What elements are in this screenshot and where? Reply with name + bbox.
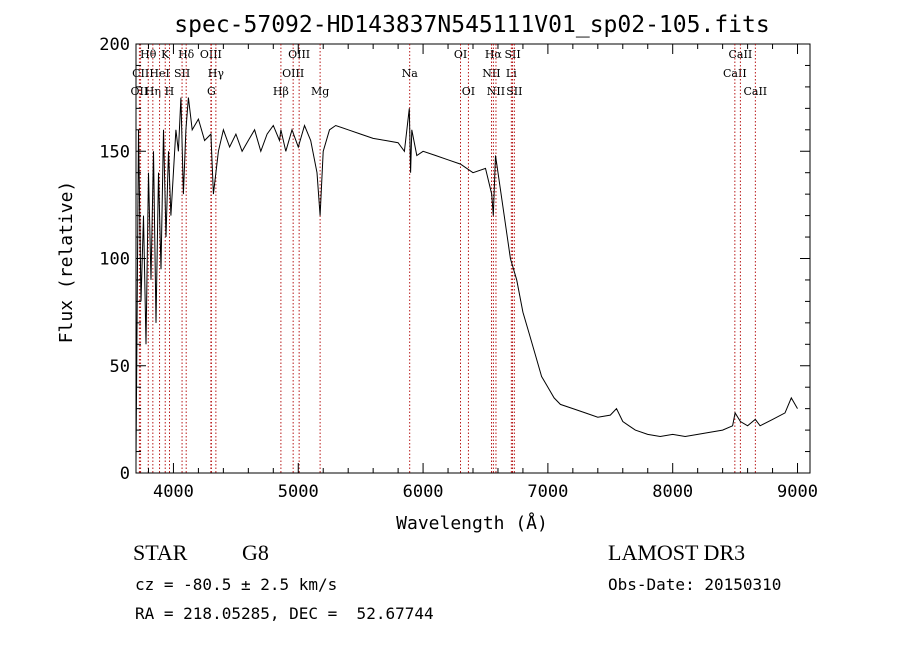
line-marker-label: Li bbox=[506, 67, 517, 80]
object-subclass: G8 bbox=[242, 540, 269, 565]
line-marker-label: Hα bbox=[485, 48, 503, 61]
line-marker-label: NII bbox=[487, 85, 505, 98]
y-tick-label: 50 bbox=[110, 357, 130, 377]
line-marker-label: G bbox=[207, 85, 216, 98]
line-marker-label: H bbox=[165, 85, 175, 98]
line-marker-label: CII bbox=[132, 67, 149, 80]
line-marker-label: SII bbox=[504, 48, 520, 61]
line-marker-label: Hη bbox=[145, 85, 161, 98]
x-tick-label: 7000 bbox=[527, 482, 568, 502]
line-marker-label: Hδ bbox=[178, 48, 195, 61]
y-tick-label: 0 bbox=[120, 464, 130, 484]
plot-frame bbox=[135, 43, 811, 474]
y-tick-label: 150 bbox=[99, 142, 130, 162]
line-marker-label: OII bbox=[131, 85, 149, 98]
x-axis-label: Wavelength (Å) bbox=[396, 512, 548, 534]
line-marker-label: SII bbox=[174, 67, 190, 80]
x-tick-label: 9000 bbox=[777, 482, 818, 502]
line-marker-label: OI bbox=[462, 85, 475, 98]
line-marker-label: Hβ bbox=[273, 85, 289, 98]
line-markers: OII CII Hθ Hη HeI K H SII Hδ OIII G Hγ Hβ OIII OIII Mg N… bbox=[131, 44, 767, 473]
line-marker-label: OIII bbox=[288, 48, 310, 61]
observation-date: Obs-Date: 20150310 bbox=[608, 575, 782, 594]
line-marker-label: HeI bbox=[149, 67, 169, 80]
y-axis-label: Flux (relative) bbox=[56, 181, 77, 344]
x-tick-label: 4000 bbox=[153, 482, 194, 502]
coordinates: RA = 218.05285, DEC = 52.67744 bbox=[135, 604, 434, 623]
line-marker-label: Hθ bbox=[140, 48, 157, 61]
x-tick-label: 6000 bbox=[403, 482, 444, 502]
line-marker-label: SII bbox=[506, 85, 522, 98]
line-marker-label: CaII bbox=[743, 85, 767, 98]
spectrum-line bbox=[135, 97, 798, 463]
line-marker-label: OIII bbox=[200, 48, 222, 61]
line-marker-label: OI bbox=[454, 48, 467, 61]
axis-ticks: 4000 5000 6000 7000 8000 9000 0 50 100 150 200 bbox=[99, 35, 818, 502]
chart-title: spec-57092-HD143837N545111V01_sp02-105.f… bbox=[174, 12, 769, 38]
object-class: STAR bbox=[133, 540, 188, 565]
line-marker-label: K bbox=[161, 48, 170, 61]
x-tick-label: 5000 bbox=[278, 482, 319, 502]
redshift-value: cz = -80.5 ± 2.5 km/s bbox=[135, 575, 338, 594]
survey-name: LAMOST DR3 bbox=[608, 540, 746, 565]
line-marker-label: Hγ bbox=[208, 67, 225, 80]
line-marker-label: CaII bbox=[723, 67, 747, 80]
line-marker-label: Mg bbox=[311, 85, 329, 98]
y-tick-label: 200 bbox=[99, 35, 130, 55]
line-marker-label: NII bbox=[482, 67, 500, 80]
line-marker-label: OIII bbox=[282, 67, 304, 80]
line-marker-label: CaII bbox=[729, 48, 753, 61]
x-tick-label: 8000 bbox=[652, 482, 693, 502]
y-tick-label: 100 bbox=[99, 250, 130, 270]
line-marker-label: Na bbox=[402, 67, 419, 80]
